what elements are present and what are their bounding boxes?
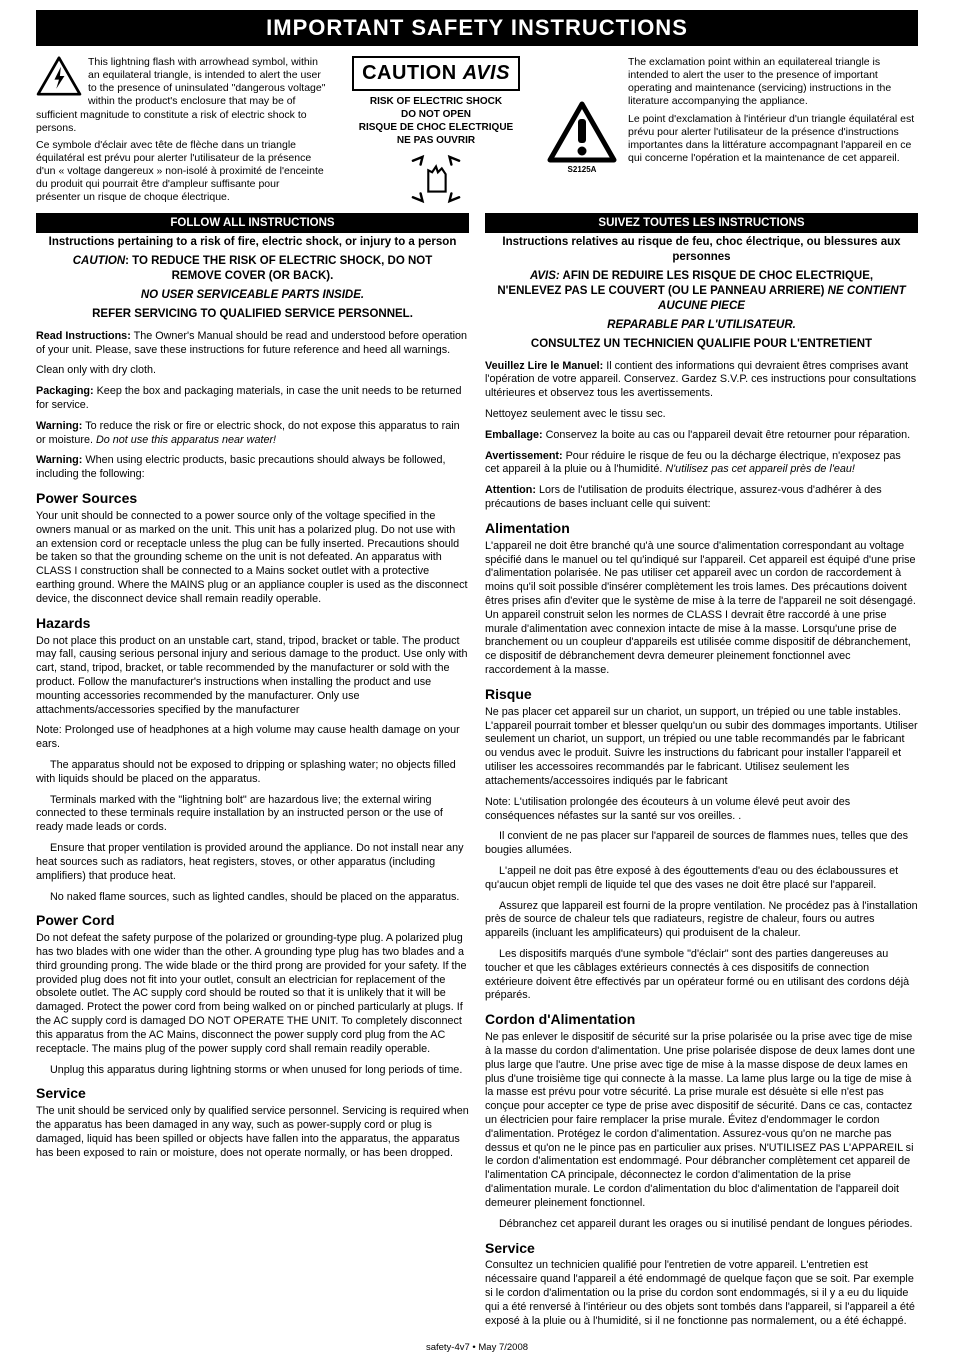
top-right-fr: Le point d'exclamation à l'intérieur d'u… xyxy=(628,113,918,166)
caution-avis-box: CAUTION AVIS xyxy=(352,56,520,91)
en-sec4: The unit should be serviced only by qual… xyxy=(36,1105,469,1160)
en-warn1-label: Warning: xyxy=(36,420,82,432)
fr-sec2-note1: Note: L'utilisation prolongée des écoute… xyxy=(485,796,918,824)
avis-label: AVIS xyxy=(463,62,510,84)
hand-shock-icon xyxy=(407,153,465,205)
fr-warn2-label: Attention: xyxy=(485,484,536,496)
fr-sec3b: Débranchez cet appareil durant les orage… xyxy=(485,1218,918,1232)
en-caution-italic: CAUTION xyxy=(73,255,125,267)
en-sec2-note1: Note: Prolonged use of headphones at a h… xyxy=(36,724,469,752)
caution-sub-l3: RISQUE DE CHOC ELECTRIQUE xyxy=(336,121,536,134)
fr-sec1: L'appareil ne doit être branché qu'à une… xyxy=(485,540,918,678)
fr-header-4: REPARABLE PAR L'UTILISATEUR. xyxy=(485,316,918,335)
fr-sec4: Consultez un technicien qualifié pour l'… xyxy=(485,1259,918,1328)
en-sec1-h: Power Sources xyxy=(36,490,469,508)
fr-header-2: Instructions relatives au risque de feu,… xyxy=(485,233,918,267)
fr-header-3: AVIS: AFIN DE REDUIRE LES RISQUE DE CHOC… xyxy=(485,267,918,316)
top-right-block: The exclamation point within an equilate… xyxy=(628,56,918,205)
en-warn2-label: Warning: xyxy=(36,454,82,466)
en-read-label: Read Instructions: xyxy=(36,330,131,342)
en-sec3b: Unplug this apparatus during lightning s… xyxy=(36,1064,469,1078)
en-header-5: REFER SERVICING TO QUALIFIED SERVICE PER… xyxy=(36,305,469,324)
top-left-block: This lightning flash with arrowhead symb… xyxy=(36,56,326,205)
fr-sec1-h: Alimentation xyxy=(485,520,918,538)
en-header-2: Instructions pertaining to a risk of fir… xyxy=(36,233,469,252)
en-sec2a: Do not place this product on an unstable… xyxy=(36,635,469,718)
fr-warn2: Lors de l'utilisation de produits électr… xyxy=(485,484,882,510)
en-sec2b: The apparatus should not be exposed to d… xyxy=(36,759,469,787)
en-warn2: When using electric products, basic prec… xyxy=(36,454,445,480)
fr-pack: Conservez la boite au cas ou l'appareil … xyxy=(543,429,911,441)
caution-sub-l4: NE PAS OUVRIR xyxy=(336,134,536,147)
en-header-3-text: : TO REDUCE THE RISK OF ELECTRIC SHOCK, … xyxy=(125,255,432,282)
fr-warn1-label: Avertissement: xyxy=(485,450,563,462)
en-sec1: Your unit should be connected to a power… xyxy=(36,510,469,607)
fr-warn1-i: N'utilisez pas cet appareil près de l'ea… xyxy=(665,463,855,475)
en-body: Read Instructions: The Owner's Manual sh… xyxy=(36,330,469,1161)
top-left-fr: Ce symbole d'éclair avec tête de flèche … xyxy=(36,139,326,205)
fr-pack-label: Emballage: xyxy=(485,429,543,441)
fr-header-5: CONSULTEZ UN TECHNICIEN QUALIFIE POUR L'… xyxy=(485,335,918,354)
top-center-block: CAUTION AVIS RISK OF ELECTRIC SHOCK DO N… xyxy=(336,56,536,205)
en-sec4-h: Service xyxy=(36,1085,469,1103)
en-pack-label: Packaging: xyxy=(36,385,94,397)
en-sec2e: No naked flame sources, such as lighted … xyxy=(36,891,469,905)
fr-read-label: Veuillez Lire le Manuel: xyxy=(485,360,603,372)
fr-sec2c: L'appeil ne doit pas être exposé à des é… xyxy=(485,865,918,893)
footer: safety-4v7 • May 7/2008 xyxy=(36,1342,918,1353)
en-sec2-h: Hazards xyxy=(36,615,469,633)
en-clean: Clean only with dry cloth. xyxy=(36,364,469,378)
main-columns: FOLLOW ALL INSTRUCTIONS Instructions per… xyxy=(36,213,918,1336)
en-header-1: FOLLOW ALL INSTRUCTIONS xyxy=(36,213,469,233)
en-pack: Keep the box and packaging materials, in… xyxy=(36,385,462,411)
page-title: IMPORTANT SAFETY INSTRUCTIONS xyxy=(36,10,918,46)
fr-sec3-h: Cordon d'Alimentation xyxy=(485,1011,918,1029)
fr-sec2-h: Risque xyxy=(485,686,918,704)
lightning-triangle-icon xyxy=(36,56,82,96)
top-warnings-row: This lightning flash with arrowhead symb… xyxy=(36,56,918,205)
en-header-4: NO USER SERVICEABLE PARTS INSIDE. xyxy=(36,286,469,305)
caution-label: CAUTION xyxy=(362,62,457,84)
exclamation-triangle-icon xyxy=(547,101,617,163)
en-sec2d: Ensure that proper ventilation is provid… xyxy=(36,842,469,883)
en-sec2c: Terminals marked with the "lightning bol… xyxy=(36,794,469,835)
fr-sec2b: Il convient de ne pas placer sur l'appar… xyxy=(485,830,918,858)
fr-sec4-h: Service xyxy=(485,1240,918,1258)
french-column: SUIVEZ TOUTES LES INSTRUCTIONS Instructi… xyxy=(485,213,918,1336)
top-right-icon-block: S2125A xyxy=(546,56,618,205)
caution-sub-l2: DO NOT OPEN xyxy=(336,108,536,121)
fr-body: Veuillez Lire le Manuel: Il contient des… xyxy=(485,360,918,1329)
fr-avis-italic: AVIS: xyxy=(530,270,560,282)
fr-header-1: SUIVEZ TOUTES LES INSTRUCTIONS xyxy=(485,213,918,233)
en-sec3-h: Power Cord xyxy=(36,912,469,930)
english-column: FOLLOW ALL INSTRUCTIONS Instructions per… xyxy=(36,213,469,1336)
fr-sec2e: Les dispositifs marqués d'une symbole "d… xyxy=(485,948,918,1003)
en-header-3: CAUTION: TO REDUCE THE RISK OF ELECTRIC … xyxy=(36,252,469,286)
fr-sec3a: Ne pas enlever le dispositif de sécurité… xyxy=(485,1031,918,1211)
caution-sub-l1: RISK OF ELECTRIC SHOCK xyxy=(336,95,536,108)
en-sec3a: Do not defeat the safety purpose of the … xyxy=(36,932,469,1056)
fr-sec2a: Ne pas placer cet appareil sur un chario… xyxy=(485,706,918,789)
sku-label: S2125A xyxy=(546,165,618,175)
fr-clean: Nettoyez seulement avec le tissu sec. xyxy=(485,408,918,422)
fr-sec2d: Assurez que lappareil est fourni de la p… xyxy=(485,900,918,941)
top-right-en: The exclamation point within an equilate… xyxy=(628,56,918,109)
en-warn1-i: Do not use this apparatus near water! xyxy=(96,434,276,446)
